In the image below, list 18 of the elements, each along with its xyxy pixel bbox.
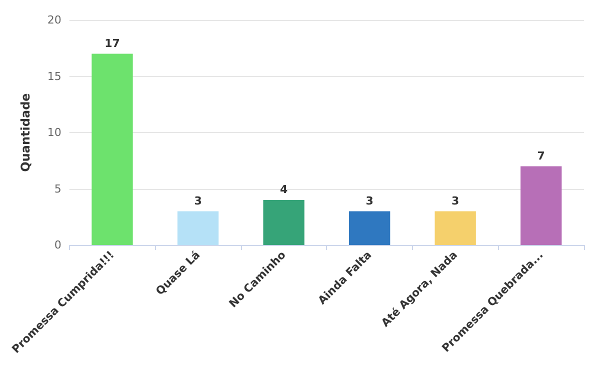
y-tick-label: 0 [54, 238, 62, 252]
data-label: 3 [194, 194, 202, 208]
bar [348, 211, 390, 245]
y-axis-title: Quantidade [18, 93, 32, 172]
bar [177, 211, 219, 245]
y-tick-label: 15 [47, 70, 62, 83]
data-label: 3 [452, 194, 460, 208]
data-label: 3 [366, 194, 374, 208]
data-label: 7 [537, 149, 545, 162]
y-tick-label: 5 [54, 182, 62, 196]
data-label: 17 [104, 36, 120, 50]
bar [520, 166, 562, 245]
y-tick-label: 20 [47, 14, 62, 26]
y-tick-label: 10 [47, 126, 62, 139]
bar [434, 211, 476, 245]
data-label: 4 [280, 183, 288, 196]
bar [92, 54, 133, 245]
bar [263, 200, 304, 245]
